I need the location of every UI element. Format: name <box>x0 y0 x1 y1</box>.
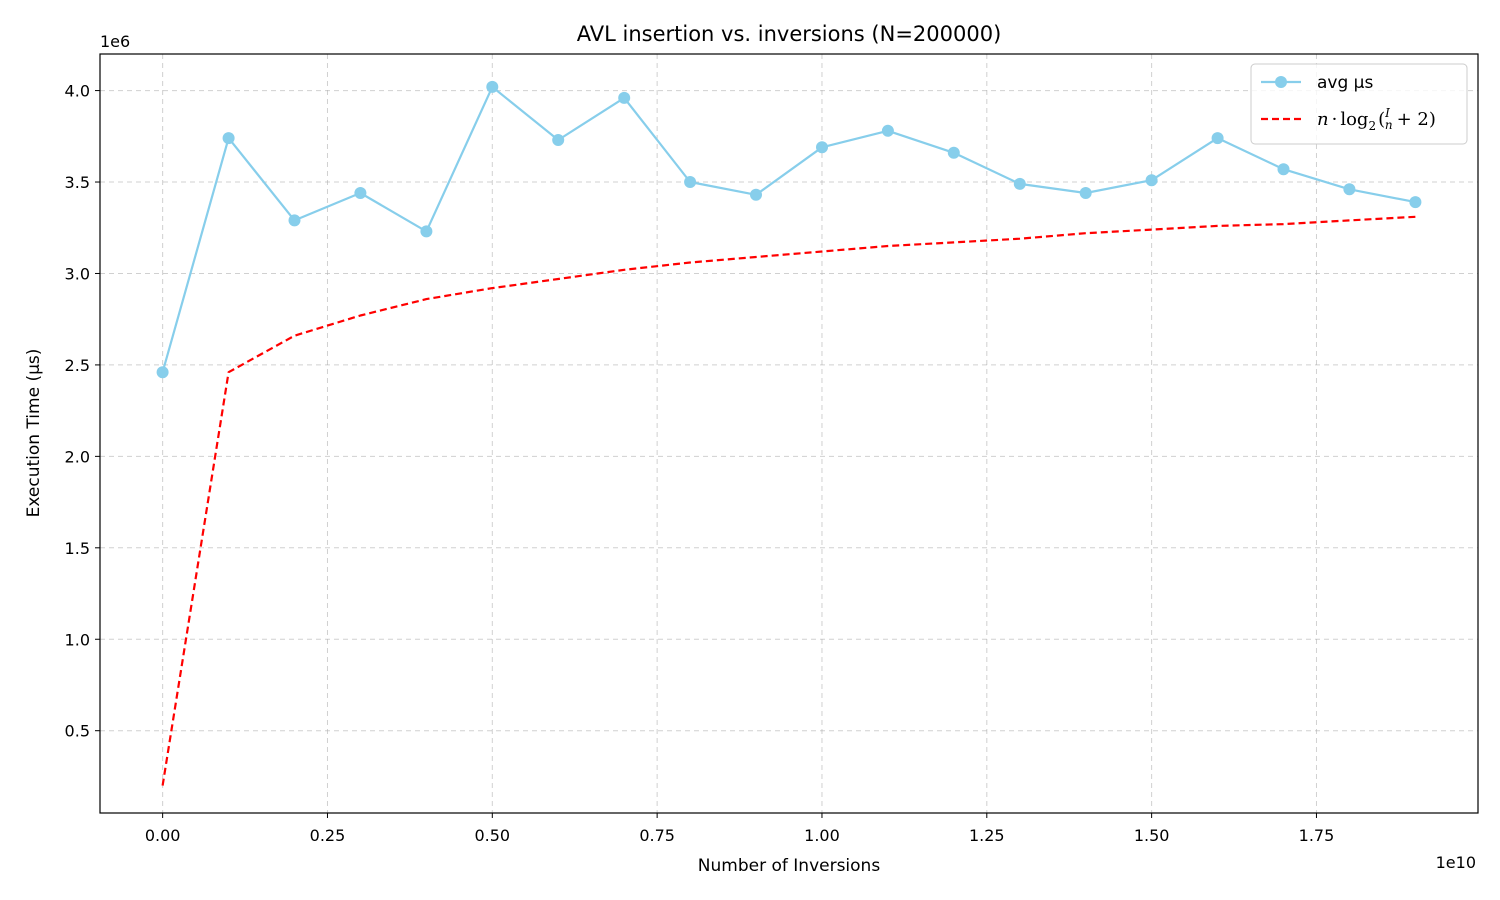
data-point-avg <box>947 146 960 159</box>
data-point-avg <box>486 80 499 93</box>
data-point-avg <box>552 134 565 146</box>
x-tick-label: 0.00 <box>145 826 181 845</box>
x-tick-label: 1.00 <box>804 826 840 845</box>
data-point-avg <box>618 91 631 104</box>
data-point-avg <box>420 225 433 238</box>
y-axis-title: Execution Time (µs) <box>24 349 44 518</box>
series-line-avg <box>161 85 1416 373</box>
x-tick-label: 1.25 <box>969 826 1005 845</box>
y-tick-label: 1.5 <box>65 539 90 558</box>
x-tick-label: 1.75 <box>1299 826 1335 845</box>
data-point-avg <box>1145 174 1158 187</box>
y-tick-label: 0.5 <box>65 722 90 741</box>
x-axis-title: Number of Inversions <box>698 856 881 876</box>
data-point-avg <box>881 124 894 137</box>
grid <box>100 54 1478 813</box>
legend: avg µs n · log2 (I n + 2) <box>1250 63 1468 145</box>
legend-marker-avg <box>1275 76 1287 88</box>
y-tick-label: 2.5 <box>65 356 90 375</box>
y-offset-label: 1e6 <box>100 32 130 51</box>
y-tick-label: 3.5 <box>65 173 90 192</box>
x-tick-label: 0.75 <box>639 826 675 845</box>
x-tick-label: 0.25 <box>310 826 346 845</box>
data-point-avg <box>684 176 697 188</box>
data-point-avg <box>354 187 367 199</box>
data-point-avg <box>816 141 828 154</box>
data-point-avg <box>1277 163 1290 176</box>
y-tick-label: 4.0 <box>65 82 90 101</box>
data-point-avg <box>1343 183 1356 196</box>
data-point-avg <box>1013 177 1026 190</box>
y-tick-label: 1.0 <box>65 630 90 649</box>
chart-title: AVL insertion vs. inversions (N=200000) <box>577 22 1002 46</box>
plot-frame <box>99 53 1479 814</box>
series-layer <box>156 80 1422 786</box>
data-point-avg <box>156 366 169 379</box>
legend-label-avg: avg µs <box>1317 73 1373 93</box>
x-tick-label: 1.50 <box>1134 826 1170 845</box>
data-point-avg <box>750 188 762 201</box>
legend-box <box>1250 63 1468 145</box>
data-point-avg <box>1079 187 1092 199</box>
x-offset-label: 1e10 <box>1436 853 1476 872</box>
series-line-model <box>161 215 1416 786</box>
x-tick-label: 0.50 <box>474 826 510 845</box>
data-point-avg <box>1211 132 1224 145</box>
y-tick-label: 3.0 <box>65 264 90 283</box>
data-point-avg <box>222 132 235 145</box>
ticks: 0.00 0.25 0.50 0.75 1.00 1.25 1.50 1.75 0.5 1.0 1.… <box>65 82 1335 845</box>
data-point-avg <box>1409 196 1422 209</box>
data-point-avg <box>288 214 301 227</box>
y-tick-label: 2.0 <box>65 447 90 466</box>
